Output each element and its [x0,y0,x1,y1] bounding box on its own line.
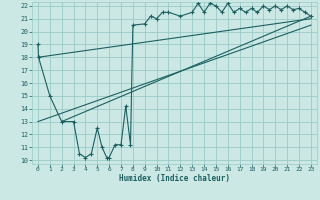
X-axis label: Humidex (Indice chaleur): Humidex (Indice chaleur) [119,174,230,183]
